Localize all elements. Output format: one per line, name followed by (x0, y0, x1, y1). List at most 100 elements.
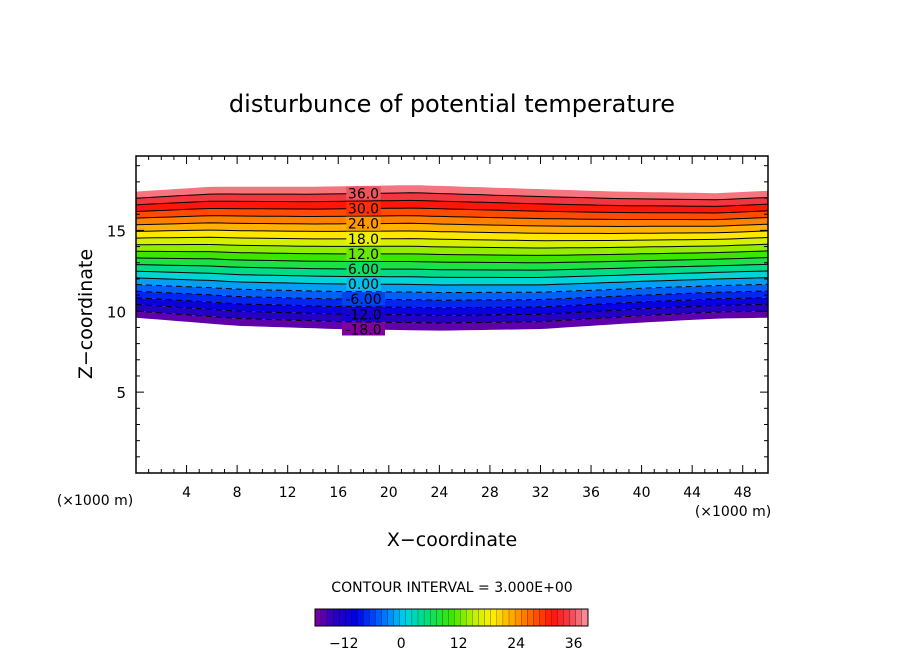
contour-label-bg (346, 186, 381, 200)
contour-label-bg (342, 307, 385, 321)
colorbar-cell (460, 609, 467, 626)
colorbar-cell (539, 609, 546, 626)
x-tick-label: 44 (683, 485, 701, 501)
contour-band (136, 304, 768, 323)
colorbar-cell (351, 609, 358, 626)
colorbar-cell (393, 609, 401, 626)
contour-label-bg (346, 262, 381, 275)
contour-label-bg (346, 277, 381, 291)
colorbar-cell (399, 609, 407, 626)
contour-band (136, 311, 768, 331)
x-unit-left: (×1000 m) (57, 493, 133, 509)
contour-line (136, 236, 768, 242)
contour-label-bg (346, 201, 381, 215)
contour-line (136, 207, 768, 214)
x-axis-label: X−coordinate (387, 529, 517, 551)
colorbar-cell (363, 609, 370, 626)
contour-label-bg (342, 292, 385, 306)
x-axis-ticks: 4 8 12 16 20 24 28 32 36 40 44 48 (148, 156, 756, 501)
x-tick-label: 40 (633, 485, 651, 501)
contour-band (136, 271, 768, 285)
colorbar-cell (454, 609, 461, 626)
contour-line (136, 297, 768, 309)
colorbar-cell (375, 609, 383, 626)
contour-label: 12.0 (348, 247, 379, 263)
contour-label: -6.00 (345, 292, 381, 308)
contour-label: 18.0 (348, 232, 379, 248)
colorbar-cell (315, 609, 322, 626)
y-axis-ticks: 5 10 15 (107, 165, 768, 458)
x-tick-label: 32 (532, 485, 550, 501)
colorbar-cell (442, 609, 449, 626)
colorbar-cell (521, 609, 528, 626)
contour-band (136, 200, 768, 213)
contour-label: 36.0 (348, 187, 379, 203)
colorbar-cell (472, 609, 480, 626)
contour-label-bg (346, 231, 381, 245)
contour-band (136, 185, 768, 200)
contour-line (136, 222, 768, 228)
x-tick-label: 12 (279, 485, 297, 501)
colorbar-cell (466, 609, 474, 626)
contour-line (136, 270, 768, 278)
colorbar-cell (484, 609, 492, 626)
contour-line (136, 283, 768, 294)
contour-line (136, 303, 768, 316)
chart-title: disturbunce of potential temperature (229, 90, 675, 118)
x-tick-label: 16 (329, 485, 347, 501)
contour-label-bg (342, 322, 385, 336)
contour-line (136, 192, 768, 201)
contour-label: 6.00 (348, 262, 379, 278)
colorbar-cell (381, 609, 389, 626)
contour-label: -18.0 (345, 323, 381, 339)
colorbar-cell (369, 609, 376, 626)
colorbar-cell (436, 609, 443, 626)
colorbar-cell (321, 609, 328, 626)
contour-band (136, 192, 768, 207)
colorbar-cell (551, 609, 558, 626)
colorbar-cell (430, 609, 437, 626)
y-tick-label: 10 (107, 303, 126, 321)
colorbar-cell (533, 609, 540, 626)
colorbar-cell (418, 609, 425, 626)
y-tick-label: 5 (116, 384, 126, 402)
contour-plot-area: -18.0-12.0-6.000.006.0012.018.024.030.03… (107, 155, 769, 501)
colorbar-cell (345, 609, 352, 626)
colorbar-cell (448, 609, 455, 626)
colorbar-cell (490, 609, 498, 626)
colorbar-cell (569, 609, 577, 626)
contour-line (136, 243, 768, 249)
colorbar-cell (509, 609, 516, 626)
colorbar-cell (333, 609, 340, 626)
contour-line (136, 199, 768, 207)
colorbar-cell (563, 609, 571, 626)
colorbar-cell (357, 609, 364, 626)
contour-interval-text: CONTOUR INTERVAL = 3.000E+00 (331, 580, 572, 596)
contour-label: 0.00 (348, 277, 379, 293)
colorbar-cell (497, 609, 504, 626)
colorbar-tick-label: −12 (329, 636, 359, 652)
colorbar-cell (503, 609, 510, 626)
colorbar-ticks: −12 0 12 24 36 (329, 636, 583, 652)
y-axis-label: Z−coordinate (75, 249, 97, 379)
colorbar-tick-label: 0 (397, 636, 406, 652)
x-unit-right: (×1000 m) (695, 504, 771, 520)
colorbar-cell (557, 609, 565, 626)
x-tick-label: 4 (182, 485, 191, 501)
colorbar-cell (412, 609, 419, 626)
x-tick-label: 20 (380, 485, 398, 501)
contour-label: 30.0 (348, 202, 379, 218)
colorbar-cell (545, 609, 552, 626)
colorbar-tick-label: 36 (565, 636, 583, 652)
x-tick-label: 36 (582, 485, 600, 501)
colorbar-cell (406, 609, 413, 626)
colorbar-cell (424, 609, 431, 626)
x-tick-label: 24 (430, 485, 448, 501)
colorbar-cell (327, 609, 334, 626)
colorbar-cell (575, 609, 583, 626)
colorbar (314, 608, 589, 627)
contour-label: -12.0 (345, 307, 381, 323)
contour-line (136, 250, 768, 256)
colorbar-cell (387, 609, 395, 626)
